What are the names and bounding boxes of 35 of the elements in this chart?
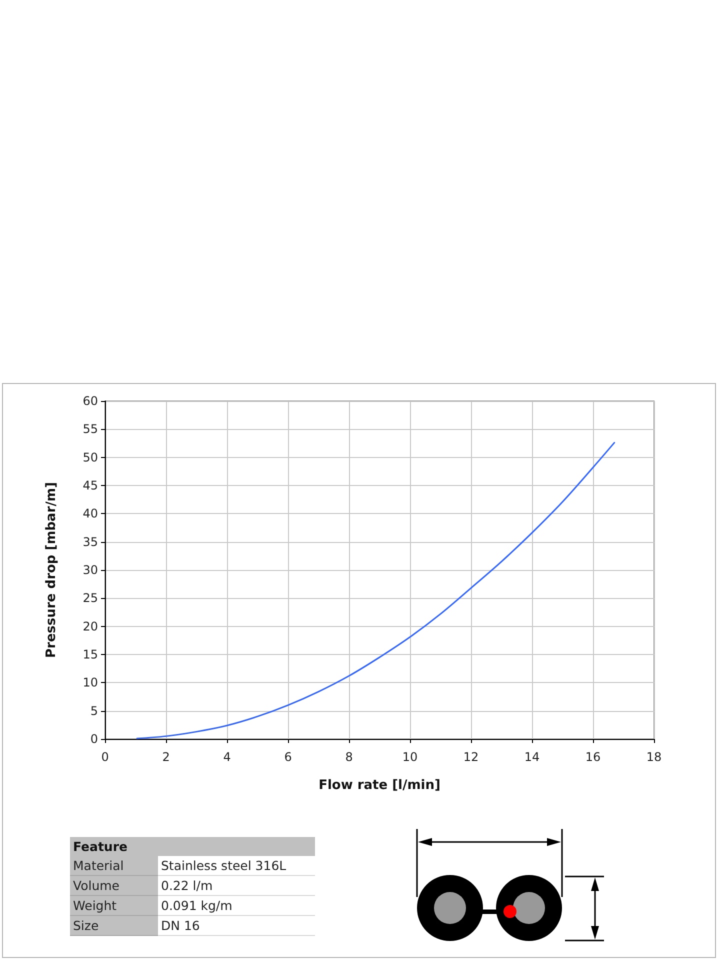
y-tick-label: 55 <box>82 422 98 436</box>
text: 0.091 kg/m <box>158 896 315 916</box>
y-tick-label: 5 <box>90 704 98 718</box>
x-tick-label: 2 <box>162 750 170 764</box>
y-tick-label: 20 <box>82 619 98 634</box>
x-tick-label: 16 <box>585 750 601 764</box>
x-tick-label: 14 <box>524 750 540 764</box>
text: Size <box>70 916 158 936</box>
y-tick-label: 50 <box>82 450 98 464</box>
text: Stainless steel 316L <box>158 856 315 876</box>
y-tick-label: 15 <box>82 648 98 662</box>
y-tick-label: 0 <box>90 732 98 746</box>
y-tick-label: 40 <box>82 506 98 521</box>
y-tick-label: 30 <box>82 563 98 577</box>
text: 0.22 l/m <box>158 876 315 896</box>
x-tick-label: 4 <box>223 750 231 764</box>
line-series <box>136 442 616 740</box>
y-tick-label: 60 <box>82 394 98 408</box>
x-tick-label: 8 <box>345 750 353 764</box>
x-tick-label: 10 <box>402 750 418 764</box>
y-axis-title: Pressure drop [mbar/m] <box>44 482 59 658</box>
text: Weight <box>70 896 158 916</box>
y-tick-label: 45 <box>82 478 98 492</box>
x-axis-title: Flow rate [l/min] <box>318 778 440 793</box>
text: Material <box>70 856 158 876</box>
x-tick-label: 12 <box>463 750 479 764</box>
text: Volume <box>70 876 158 896</box>
x-tick-label: 6 <box>284 750 292 764</box>
y-tick-label: 25 <box>82 591 98 606</box>
y-tick-label: 10 <box>82 676 98 690</box>
x-tick-label: 0 <box>101 750 109 764</box>
y-tick-label: 35 <box>82 534 98 549</box>
x-tick-label: 18 <box>646 750 662 764</box>
text: Feature <box>70 837 315 856</box>
text: DN 16 <box>158 916 315 936</box>
